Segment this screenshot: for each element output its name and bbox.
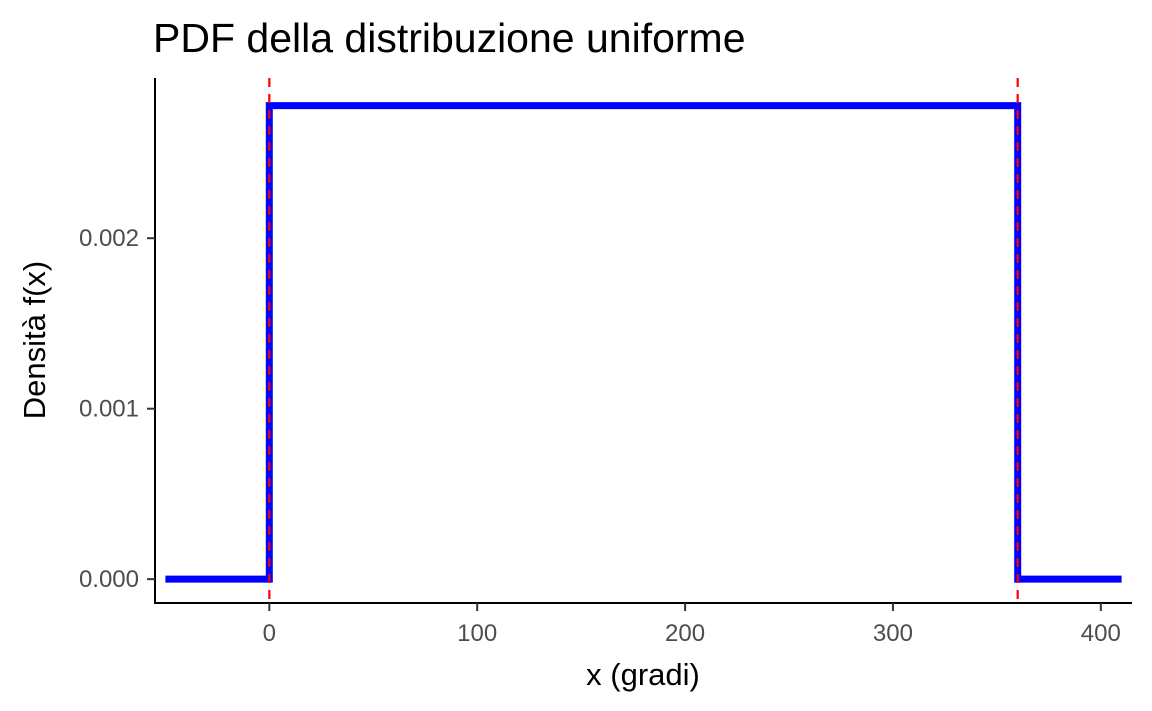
y-tick-label: 0.001 <box>79 396 139 423</box>
x-tick-label: 300 <box>873 620 913 647</box>
y-ticks: 0.000 0.001 0.002 <box>79 225 155 593</box>
x-tick-label: 100 <box>457 620 497 647</box>
x-axis-label: x (gradi) <box>586 657 700 692</box>
series-line-0 <box>165 102 1122 583</box>
y-tick-label: 0.000 <box>79 566 139 593</box>
y-axis-label: Densità f(x) <box>17 261 52 419</box>
plot-area <box>165 78 1122 603</box>
x-tick-label: 0 <box>263 620 276 647</box>
x-tick-label: 400 <box>1081 620 1121 647</box>
x-tick-label: 200 <box>665 620 705 647</box>
x-ticks: 0 100 200 300 400 <box>263 603 1121 647</box>
chart-title: PDF della distribuzione uniforme <box>153 15 746 61</box>
y-tick-label: 0.002 <box>79 225 139 252</box>
